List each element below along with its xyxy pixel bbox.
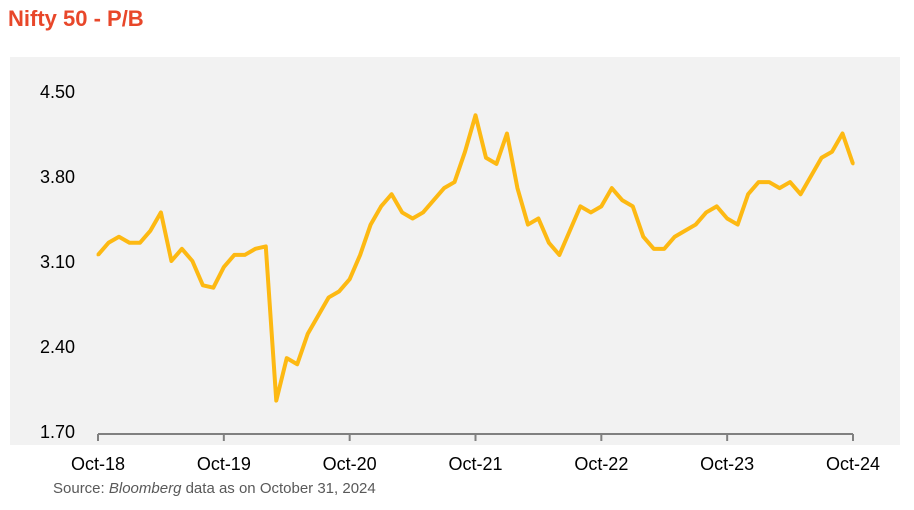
data-point: [232, 253, 236, 257]
data-point: [117, 235, 121, 239]
data-point: [610, 186, 614, 190]
data-point: [746, 192, 750, 196]
data-point: [253, 247, 257, 251]
data-point: [515, 186, 519, 190]
data-point: [337, 289, 341, 293]
y-tick-label: 2.40: [40, 337, 75, 357]
data-point: [757, 180, 761, 184]
data-point: [348, 277, 352, 281]
data-point: [788, 180, 792, 184]
source-name: Bloomberg: [108, 480, 182, 497]
data-point: [725, 217, 729, 220]
data-point: [841, 132, 845, 135]
data-point: [138, 241, 142, 245]
data-point: [736, 223, 740, 227]
y-tick-label: 1.70: [40, 422, 75, 442]
data-point: [557, 253, 561, 257]
data-point: [421, 210, 425, 214]
data-point: [505, 132, 509, 135]
data-point: [778, 186, 782, 190]
data-point: [809, 174, 813, 178]
data-point: [526, 223, 530, 227]
data-point: [547, 241, 551, 245]
data-point: [169, 259, 173, 263]
data-point: [96, 253, 100, 257]
data-point: [568, 229, 572, 233]
data-point: [106, 241, 110, 245]
data-point: [589, 210, 593, 214]
data-point: [704, 210, 708, 214]
source-prefix: Source:: [53, 480, 109, 497]
data-point: [180, 247, 184, 251]
x-tick-label: Oct-20: [323, 454, 377, 474]
data-point: [274, 399, 278, 403]
source-suffix: data as on October 31, 2024: [181, 480, 376, 497]
data-point: [620, 198, 624, 202]
data-point: [295, 362, 299, 366]
data-point: [432, 198, 436, 202]
data-point: [683, 229, 687, 233]
data-point: [673, 235, 677, 239]
data-point: [494, 162, 498, 166]
data-point: [190, 259, 194, 263]
plot-background: [10, 57, 900, 445]
chart-title: Nifty 50 - P/B: [8, 6, 144, 31]
data-point: [306, 332, 310, 336]
data-point: [652, 247, 656, 251]
data-point: [536, 217, 540, 220]
data-point: [799, 192, 803, 196]
data-point: [379, 204, 383, 208]
data-point: [463, 150, 467, 154]
data-point: [631, 204, 635, 208]
data-point: [127, 241, 131, 245]
x-tick-label: Oct-18: [71, 454, 125, 474]
source-note: Source: Bloomberg data as on October 31,…: [53, 480, 376, 497]
y-tick-label: 4.50: [40, 82, 75, 102]
data-point: [358, 253, 362, 257]
data-point: [641, 235, 645, 239]
data-point: [316, 314, 320, 318]
data-point: [411, 217, 415, 220]
data-point: [599, 204, 603, 208]
data-point: [662, 247, 666, 251]
x-tick-label: Oct-22: [574, 454, 628, 474]
data-point: [243, 253, 247, 257]
data-point: [264, 244, 268, 248]
data-point: [369, 223, 373, 227]
data-point: [222, 265, 226, 269]
data-point: [442, 186, 446, 190]
data-point: [159, 210, 163, 214]
x-tick-label: Oct-23: [700, 454, 754, 474]
data-point: [285, 356, 289, 360]
x-tick-label: Oct-19: [197, 454, 251, 474]
data-point: [484, 156, 488, 160]
data-point: [327, 295, 331, 299]
data-point: [767, 180, 771, 184]
data-point: [715, 204, 719, 208]
data-point: [694, 223, 698, 227]
data-point: [453, 180, 457, 184]
data-point: [820, 156, 824, 160]
y-tick-label: 3.10: [40, 252, 75, 272]
data-point: [830, 150, 834, 154]
data-point: [390, 192, 394, 196]
pb-series-line: [96, 113, 855, 403]
data-point: [851, 162, 855, 166]
data-point: [211, 286, 215, 290]
data-point: [148, 229, 152, 233]
data-point: [578, 204, 582, 208]
x-tick-label: Oct-21: [448, 454, 502, 474]
y-tick-label: 3.80: [40, 167, 75, 187]
x-tick-label: Oct-24: [826, 454, 880, 474]
data-point: [201, 283, 205, 287]
data-point: [474, 113, 477, 117]
data-point: [400, 210, 404, 214]
